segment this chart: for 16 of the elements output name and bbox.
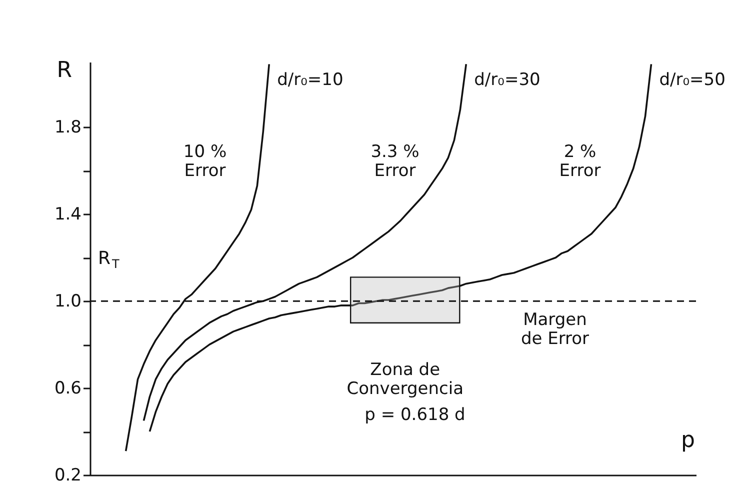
band-label: Zona de Convergencia	[346, 360, 464, 399]
y-tick-label: 1.0	[54, 292, 82, 312]
series-label: d/r₀=50	[659, 70, 726, 90]
y-tick-label: 1.4	[54, 204, 82, 225]
annotation: p = 0.618 d	[364, 405, 466, 425]
y-tick-label: 0.6	[54, 378, 82, 399]
x-axis-title: p	[681, 428, 695, 453]
y-axis-title: R	[56, 58, 72, 83]
y-tick-label: 0.2	[54, 466, 82, 486]
y-tick-label: 1.8	[54, 118, 82, 138]
annotation: 3.3 % Error	[370, 142, 420, 181]
annotation: 2 % Error	[559, 142, 601, 181]
series-label: d/r₀=30	[474, 70, 540, 90]
annotation: Margen de Error	[520, 310, 590, 349]
series-label: d/r₀=10	[277, 70, 344, 90]
annotation: 10 % Error	[183, 142, 227, 181]
